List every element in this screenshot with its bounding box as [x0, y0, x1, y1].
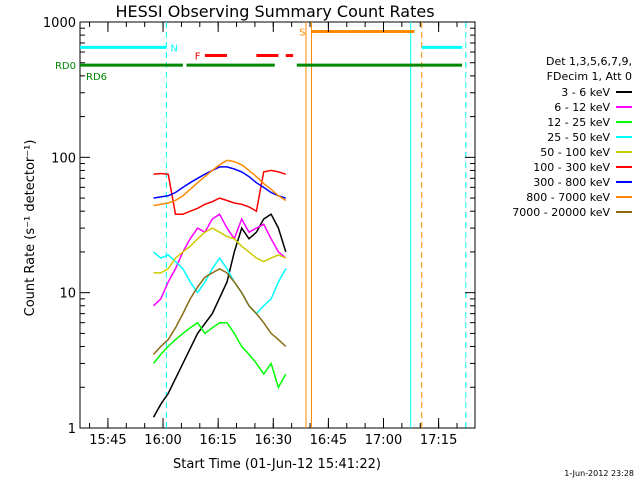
legend-item: 800 - 7000 keV: [526, 190, 632, 204]
legend-item: 12 - 25 keV: [547, 115, 632, 129]
annotation-label-f: F: [195, 52, 201, 63]
x-tick-label: 16:45: [310, 433, 347, 448]
legend-item-label: 7000 - 20000 keV: [512, 205, 610, 219]
legend-item: 50 - 100 keV: [540, 145, 632, 159]
series-line-1: [152, 213, 287, 307]
x-axis-label: Start Time (01-Jun-12 15:41:22): [173, 457, 381, 472]
annotation-label-s: S: [299, 28, 305, 39]
x-tick-label: 16:15: [199, 433, 236, 448]
legend-swatch: [616, 151, 632, 153]
series-line-4: [153, 227, 287, 274]
x-tick-label: 16:00: [144, 433, 181, 448]
legend-swatch: [616, 181, 632, 183]
x-tick-label: 17:00: [365, 433, 402, 448]
timestamp-footer: 1-Jun-2012 23:28: [564, 469, 634, 478]
legend-swatch: [616, 121, 632, 123]
y-tick-label: 10: [59, 287, 76, 302]
series-line-8: [152, 267, 287, 355]
x-tick-label: 15:45: [89, 433, 126, 448]
y-tick-label: 1000: [43, 16, 76, 31]
legend-swatch: [616, 166, 632, 168]
x-tick-label: 17:15: [420, 433, 457, 448]
legend-header-2: FDecim 1, Att 0: [546, 70, 632, 83]
legend-header-1: Det 1,3,5,6,7,9,: [545, 55, 632, 68]
legend-item-label: 12 - 25 keV: [547, 115, 610, 129]
legend-item-label: 50 - 100 keV: [540, 145, 610, 159]
series-line-0: [152, 213, 287, 418]
series-line-2: [152, 321, 287, 390]
legend-item-label: 6 - 12 keV: [554, 100, 610, 114]
series-group: [152, 159, 287, 418]
legend-item: 6 - 12 keV: [554, 100, 632, 114]
series-line-3: [153, 251, 287, 315]
y-axis-label: Count Rate (s⁻¹ detector⁻¹): [23, 140, 38, 317]
ticks-group: 1 10 100 1000 15:45 16:00 16:15 16:30 16:45 17:00…: [43, 16, 475, 448]
legend-item: 300 - 800 keV: [533, 175, 632, 189]
y-tick-label: 1: [68, 422, 76, 437]
annotation-label-rd6: RD6: [86, 72, 107, 83]
legend-item-label: 800 - 7000 keV: [526, 190, 610, 204]
legend-swatch: [616, 106, 632, 108]
legend-swatch: [616, 196, 632, 198]
legend-swatch: [616, 211, 632, 213]
chart-title: HESSI Observing Summary Count Rates: [115, 2, 435, 21]
legend-item-label: 300 - 800 keV: [533, 175, 610, 189]
legend-item: 25 - 50 keV: [547, 130, 632, 144]
y-tick-label: 100: [51, 151, 76, 166]
legend-item-label: 100 - 300 keV: [533, 160, 610, 174]
legend-item-label: 25 - 50 keV: [547, 130, 610, 144]
legend-item: 3 - 6 keV: [561, 85, 632, 99]
legend-swatch: [616, 91, 632, 93]
annotation-label-n: N: [170, 43, 177, 54]
series-line-6: [153, 166, 287, 199]
x-tick-label: 16:30: [255, 433, 292, 448]
plot-frame: [79, 21, 476, 429]
series-line-7: [153, 159, 287, 207]
annotation-label-rd0: RD0: [55, 61, 76, 72]
legend-item: 100 - 300 keV: [533, 160, 632, 174]
legend-item: 7000 - 20000 keV: [512, 205, 632, 219]
legend-swatch: [616, 136, 632, 138]
axes-group: [79, 21, 476, 429]
legend-item-label: 3 - 6 keV: [561, 85, 610, 99]
series-line-5: [153, 169, 287, 215]
annotations-group: N RD0 RD6 F S: [55, 22, 467, 428]
